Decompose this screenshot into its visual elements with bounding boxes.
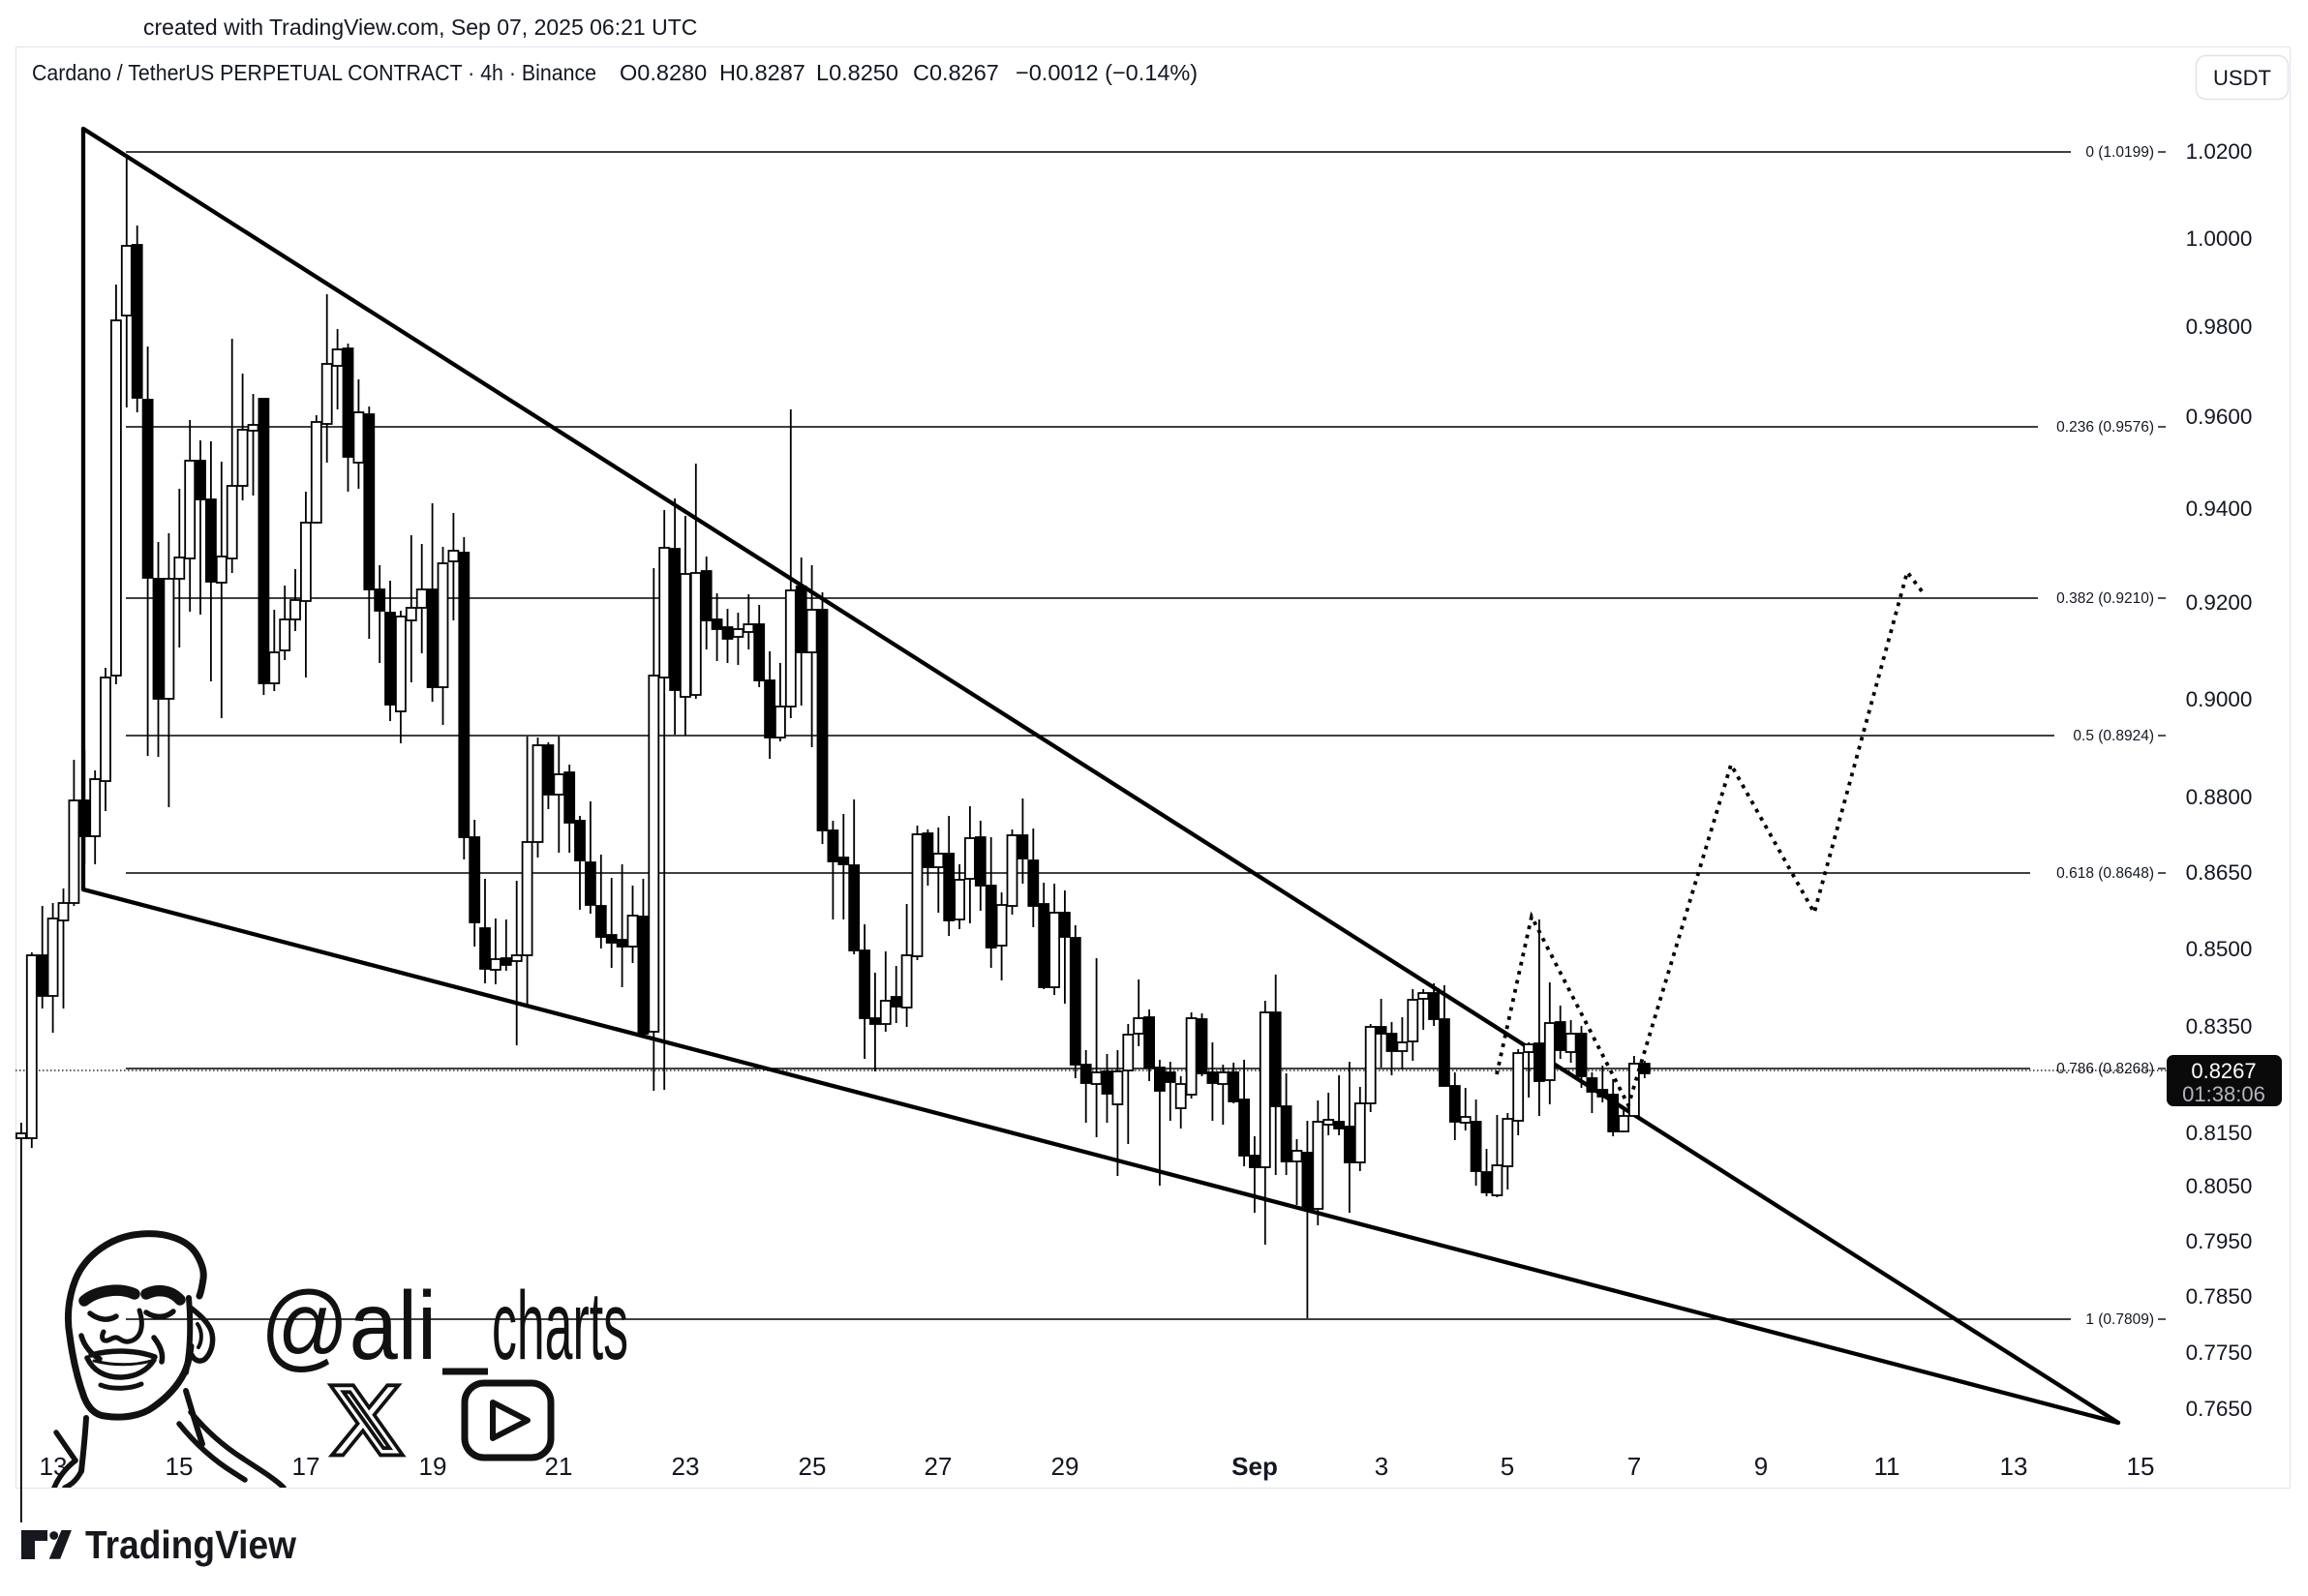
svg-text:1.0200: 1.0200 — [2186, 139, 2253, 164]
svg-text:7: 7 — [1627, 1452, 1641, 1481]
svg-text:0.9000: 0.9000 — [2186, 687, 2253, 711]
svg-text:1 (0.7809): 1 (0.7809) — [2085, 1311, 2154, 1328]
svg-text:−0.0012 (−0.14%): −0.0012 (−0.14%) — [1016, 60, 1198, 85]
svg-text:15: 15 — [2127, 1452, 2155, 1481]
svg-text:3: 3 — [1375, 1452, 1388, 1481]
svg-text:0.236 (0.9576): 0.236 (0.9576) — [2056, 419, 2154, 436]
svg-text:0.382 (0.9210): 0.382 (0.9210) — [2056, 590, 2154, 607]
svg-text:0.8650: 0.8650 — [2186, 860, 2253, 885]
svg-text:23: 23 — [672, 1452, 700, 1481]
svg-text:0.8350: 0.8350 — [2186, 1014, 2253, 1039]
svg-text:H0.8287: H0.8287 — [719, 60, 805, 85]
svg-text:TradingView: TradingView — [85, 1522, 296, 1567]
svg-text:0.9600: 0.9600 — [2186, 405, 2253, 429]
svg-text:L0.8250: L0.8250 — [816, 60, 898, 85]
svg-text:Sep: Sep — [1231, 1452, 1278, 1481]
svg-text:0.8150: 0.8150 — [2186, 1121, 2253, 1145]
svg-text:29: 29 — [1051, 1452, 1079, 1481]
svg-text:0.7650: 0.7650 — [2186, 1397, 2253, 1421]
svg-text:0.8267: 0.8267 — [2191, 1059, 2256, 1083]
svg-text:Cardano / TetherUS PERPETUAL C: Cardano / TetherUS PERPETUAL CONTRACT · … — [32, 60, 596, 85]
svg-text:O0.8280: O0.8280 — [620, 60, 707, 85]
svg-text:C0.8267: C0.8267 — [913, 60, 999, 85]
svg-text:@ali: @ali — [260, 1272, 437, 1380]
svg-text:0.8800: 0.8800 — [2186, 785, 2253, 809]
svg-text:13: 13 — [2000, 1452, 2028, 1481]
svg-text:19: 19 — [419, 1452, 447, 1481]
svg-text:USDT: USDT — [2213, 66, 2271, 90]
svg-text:0.9800: 0.9800 — [2186, 315, 2253, 339]
svg-text:0.5 (0.8924): 0.5 (0.8924) — [2073, 728, 2154, 744]
svg-text:charts: charts — [492, 1272, 628, 1380]
svg-text:0.786 (0.8268): 0.786 (0.8268) — [2056, 1061, 2154, 1077]
svg-text:25: 25 — [799, 1452, 827, 1481]
svg-text:0.7750: 0.7750 — [2186, 1340, 2253, 1365]
svg-text:1.0000: 1.0000 — [2186, 226, 2253, 251]
svg-text:0.7850: 0.7850 — [2186, 1284, 2253, 1309]
svg-text:created with TradingView.com,: created with TradingView.com, Sep 07, 20… — [143, 15, 697, 40]
svg-text:0 (1.0199): 0 (1.0199) — [2085, 144, 2154, 161]
svg-text:17: 17 — [292, 1452, 320, 1481]
svg-text:15: 15 — [166, 1452, 194, 1481]
svg-text:0.9400: 0.9400 — [2186, 497, 2253, 521]
svg-text:27: 27 — [925, 1452, 953, 1481]
svg-text:11: 11 — [1874, 1452, 1900, 1481]
svg-text:21: 21 — [545, 1452, 573, 1481]
svg-text:9: 9 — [1754, 1452, 1768, 1481]
svg-text:0.7950: 0.7950 — [2186, 1229, 2253, 1253]
svg-text:0.618 (0.8648): 0.618 (0.8648) — [2056, 865, 2154, 882]
svg-text:0.9200: 0.9200 — [2186, 590, 2253, 615]
svg-text:0.8050: 0.8050 — [2186, 1174, 2253, 1198]
svg-text:5: 5 — [1501, 1452, 1514, 1481]
svg-text:0.8500: 0.8500 — [2186, 937, 2253, 961]
svg-text:01:38:06: 01:38:06 — [2182, 1082, 2265, 1106]
